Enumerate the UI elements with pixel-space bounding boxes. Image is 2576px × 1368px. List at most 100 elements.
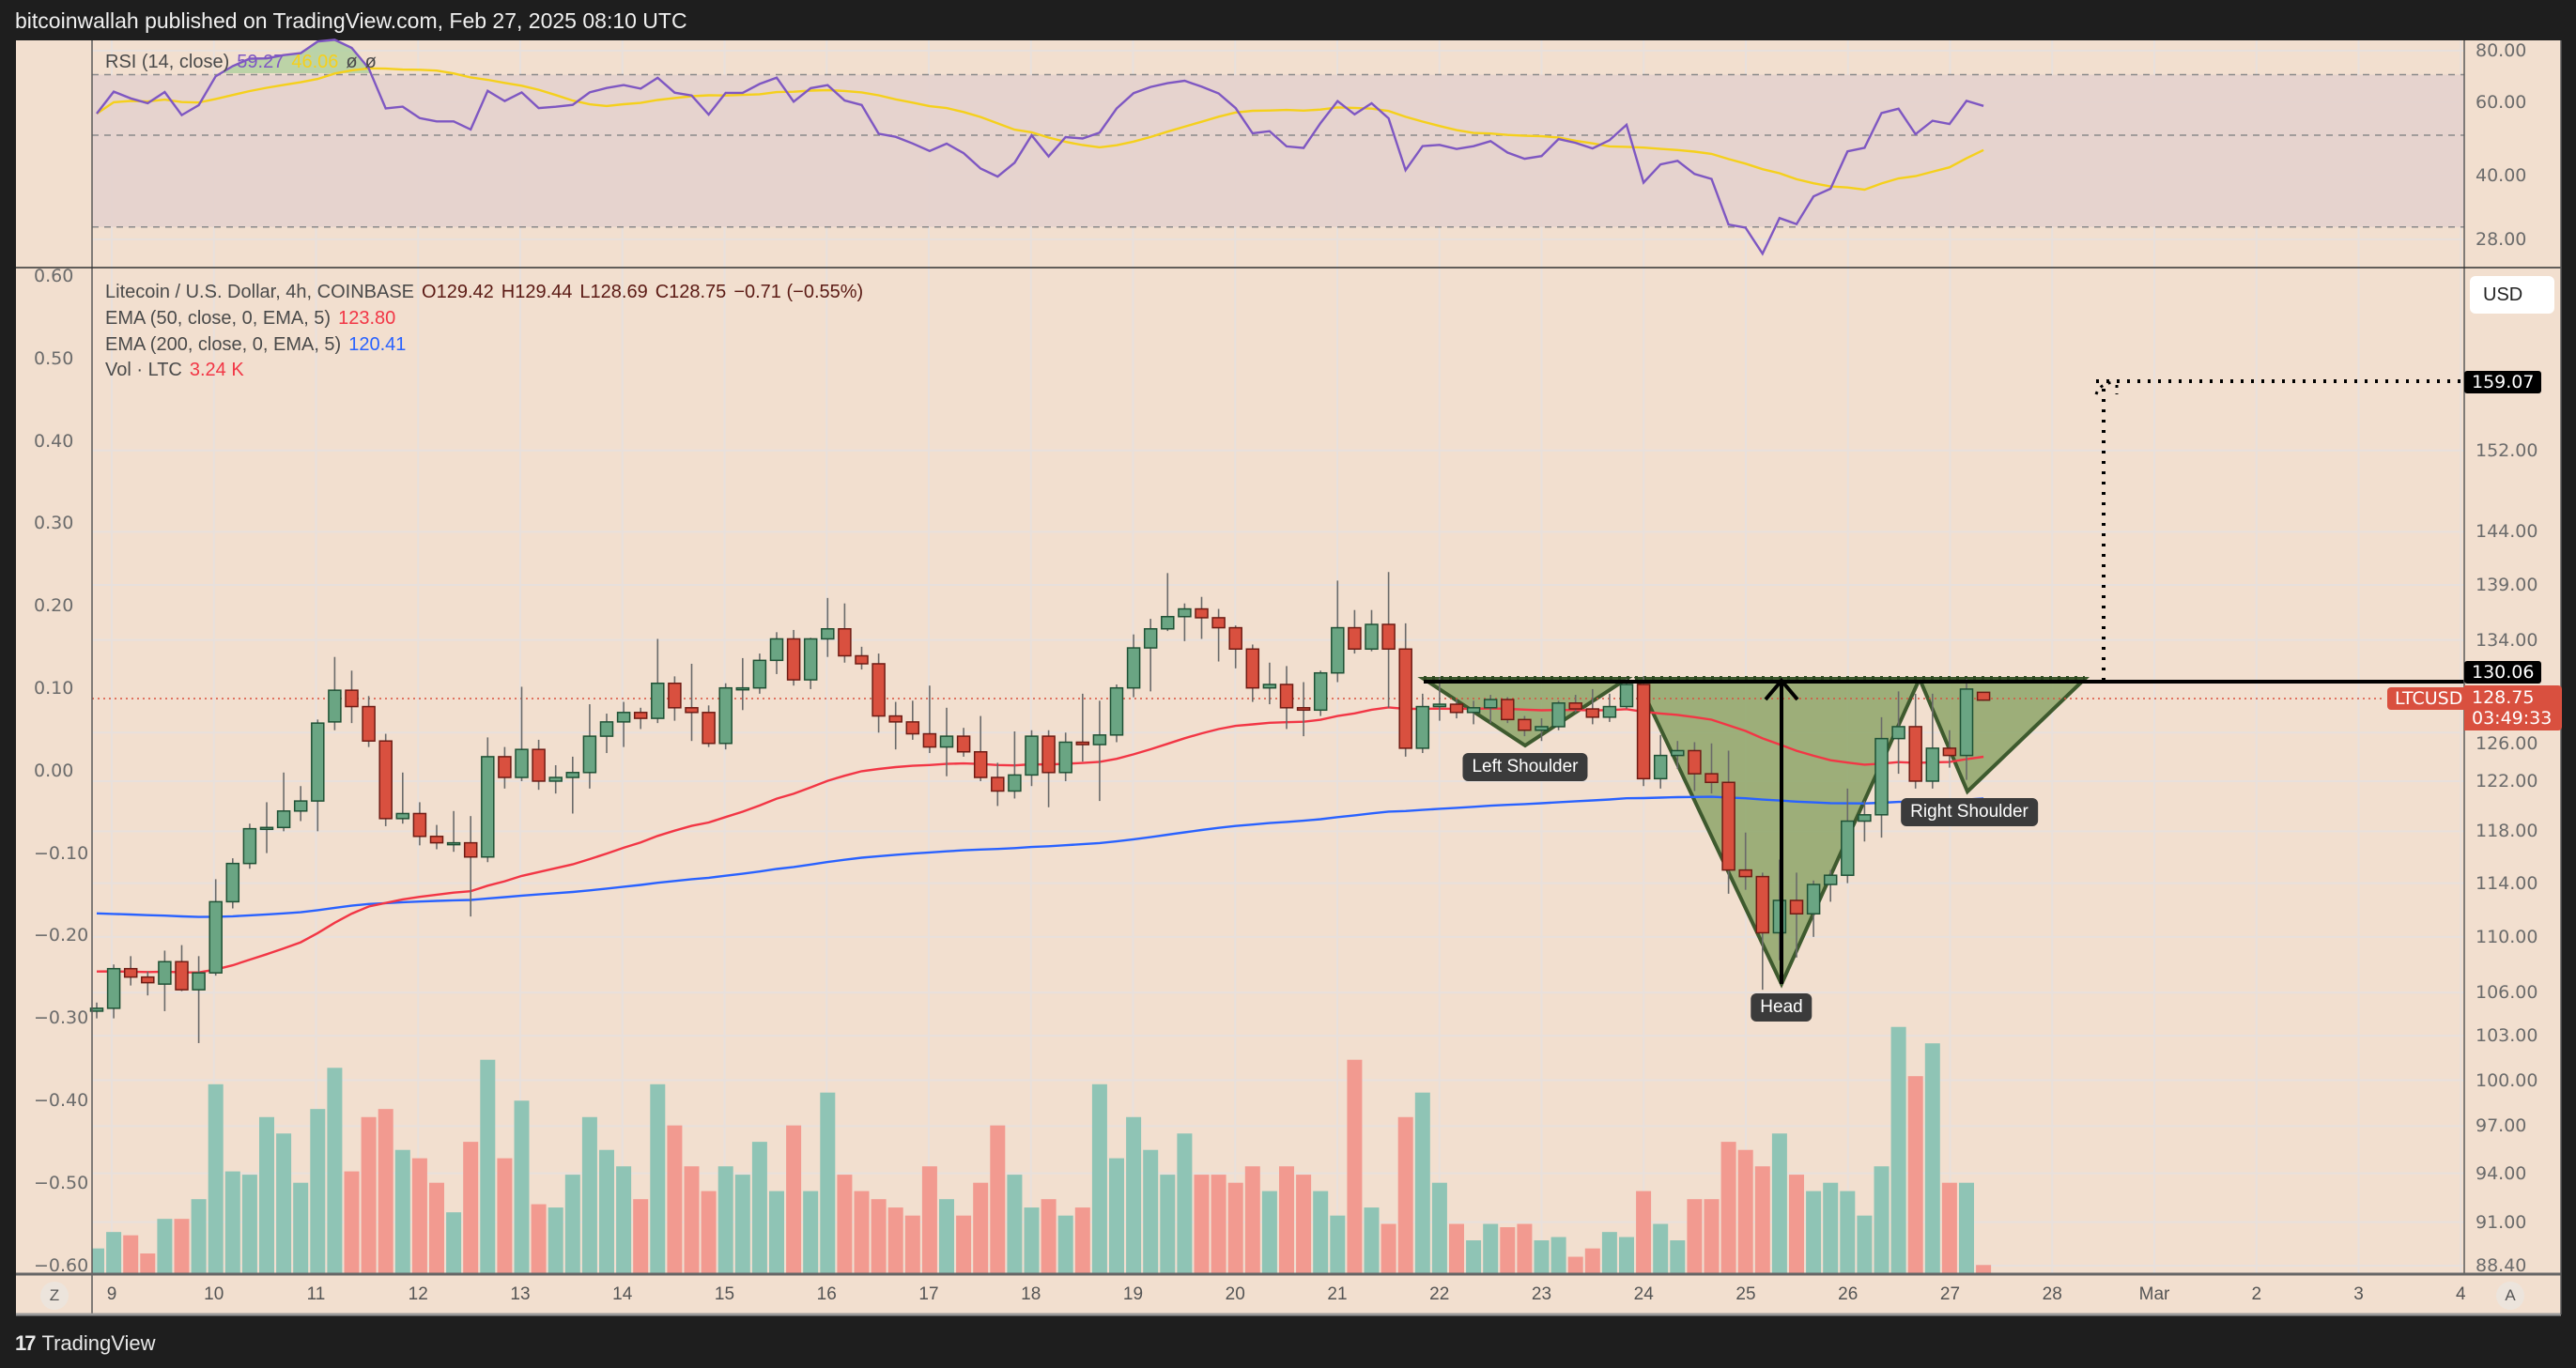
volume-bar	[1313, 1191, 1329, 1273]
candle-body-up	[1058, 741, 1072, 774]
volume-bar	[1194, 1175, 1210, 1273]
candle-body-down	[1636, 684, 1651, 780]
candle-body-up	[1602, 705, 1617, 718]
volume-bars	[92, 1026, 1992, 1273]
volume-bar	[921, 1166, 937, 1273]
time-tick-label: 12	[408, 1284, 428, 1304]
volume-bar	[871, 1199, 887, 1273]
left-tick-label: 0.30	[34, 513, 74, 534]
ema50-label: EMA (50, close, 0, EMA, 5)	[105, 308, 332, 329]
volume-bar	[1431, 1182, 1447, 1273]
price-tick-label: 118.00	[2476, 821, 2538, 842]
volume-bar	[293, 1182, 309, 1273]
volume-bar	[973, 1182, 989, 1273]
time-tick-label: 9	[106, 1284, 117, 1304]
candle	[1976, 691, 1991, 701]
volume-bar	[803, 1191, 819, 1273]
candle-body-up	[242, 827, 257, 865]
price-tick-label: 88.40	[2476, 1255, 2527, 1277]
volume-bar	[904, 1215, 920, 1273]
candle-body-down	[1688, 749, 1702, 775]
volume-bar	[1227, 1182, 1243, 1273]
candle	[446, 810, 461, 853]
price-tick-label: 106.00	[2476, 982, 2538, 1004]
candle	[633, 707, 648, 730]
tradingview-logo-icon: 17	[15, 1331, 37, 1355]
ohlc-change: −0.71 (−0.55%)	[733, 282, 864, 302]
left-tick-label: 0.40	[34, 430, 74, 452]
candle-body-up	[1823, 874, 1838, 885]
volume-bar	[1857, 1215, 1873, 1273]
auto-scale-button[interactable]: A	[2496, 1282, 2524, 1310]
volume-bar	[1976, 1265, 1992, 1273]
ema200-legend[interactable]: EMA (200, close, 0, EMA, 5) 120.41	[105, 334, 413, 356]
candle	[1858, 801, 1872, 842]
time-tick-label: 26	[1838, 1284, 1859, 1304]
rsi-legend[interactable]: RSI (14, close) 59.27 46.06 ø ø	[105, 52, 384, 73]
tradingview-logo[interactable]: 17 TradingView	[15, 1331, 156, 1356]
ema50-legend[interactable]: EMA (50, close, 0, EMA, 5) 123.80	[105, 308, 403, 330]
candle	[1041, 730, 1056, 807]
candle-body-up	[752, 659, 767, 689]
candle	[1331, 580, 1345, 683]
candle-body-down	[1908, 726, 1922, 782]
rsi-tick-label: 60.00	[2476, 92, 2527, 114]
candle	[412, 802, 427, 846]
time-tick-label: 23	[1531, 1284, 1552, 1304]
projection-corner-dotted	[2094, 380, 2119, 395]
volume-bar	[820, 1092, 836, 1273]
volume-bar	[1653, 1223, 1669, 1273]
symbol-legend[interactable]: Litecoin / U.S. Dollar, 4h, COINBASE O129…	[105, 282, 871, 303]
volume-bar	[1261, 1191, 1277, 1273]
candle-body-up	[616, 712, 631, 723]
time-tick-label: 3	[2353, 1284, 2364, 1304]
candle-body-up	[1858, 814, 1872, 822]
candle	[1092, 700, 1107, 802]
candle	[888, 701, 902, 750]
volume-bar	[92, 1248, 104, 1273]
volume-bar	[224, 1171, 240, 1273]
candle	[1721, 750, 1735, 894]
candle-body-up	[1466, 707, 1481, 714]
time-tick-label: 22	[1429, 1284, 1450, 1304]
candle	[1279, 666, 1294, 730]
volume-bar	[411, 1158, 427, 1273]
volume-bar	[548, 1207, 563, 1273]
volume-legend[interactable]: Vol · LTC 3.24 K	[105, 360, 252, 381]
time-tick-label: 13	[510, 1284, 531, 1304]
time-tick-label: 19	[1122, 1284, 1144, 1304]
volume-bar	[751, 1142, 767, 1273]
candle	[1841, 788, 1855, 884]
candle	[481, 737, 495, 863]
candle	[1262, 662, 1277, 705]
candle	[1789, 872, 1804, 958]
volume-bar	[990, 1125, 1006, 1273]
candle-body-up	[582, 735, 597, 774]
candle	[1483, 695, 1498, 724]
grid-lines	[92, 40, 2464, 1274]
candle-body-up	[293, 800, 308, 812]
volume-bar	[1601, 1232, 1617, 1273]
candle-body-up	[1959, 688, 1974, 757]
candle-body-down	[532, 748, 546, 782]
time-tick-label: 20	[1225, 1284, 1245, 1304]
candle	[1806, 880, 1821, 937]
candle	[786, 629, 801, 686]
candle-body-up	[1772, 899, 1787, 934]
candle-body-down	[1195, 607, 1209, 619]
candle	[855, 646, 869, 670]
currency-button[interactable]: USD	[2470, 276, 2554, 314]
chart-panel[interactable]	[16, 40, 2561, 1314]
candle-body-up	[1671, 749, 1685, 757]
last-price-tag: 128.75 03:49:33	[2464, 685, 2562, 730]
candle-body-up	[599, 721, 614, 737]
volume-bar	[174, 1219, 190, 1273]
ema-200-line	[96, 795, 1984, 918]
volume-bar	[1109, 1158, 1124, 1273]
volume-bar	[123, 1235, 139, 1273]
volume-bar	[1500, 1227, 1516, 1273]
candle-body-down	[855, 654, 869, 665]
volume-bar	[276, 1133, 292, 1273]
zoom-button[interactable]: Z	[40, 1282, 69, 1310]
